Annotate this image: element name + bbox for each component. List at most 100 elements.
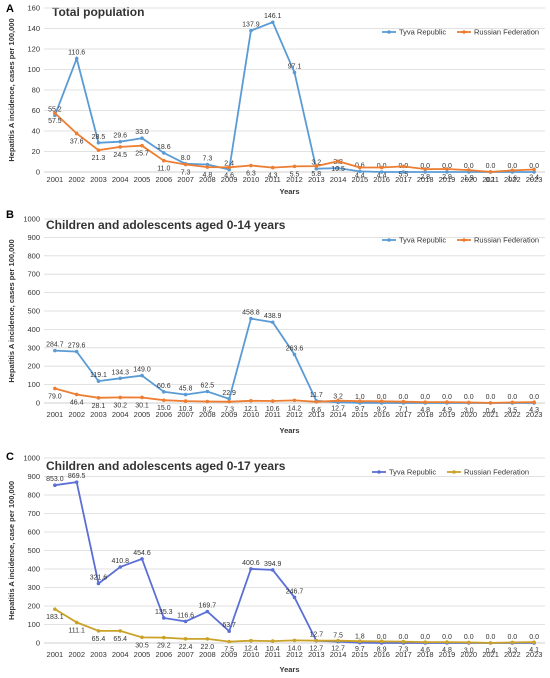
data-label: 0.0 <box>399 634 409 641</box>
x-tick-label: 2009 <box>221 650 238 659</box>
data-label: 110.6 <box>68 50 85 57</box>
data-point <box>53 386 57 391</box>
data-label: 65.4 <box>92 636 106 643</box>
data-label: 0.0 <box>442 634 452 641</box>
data-label: 0.0 <box>464 394 474 401</box>
data-label: 9.7 <box>355 406 365 413</box>
data-label: 2.8 <box>420 174 430 181</box>
data-label: 10.5 <box>331 166 345 173</box>
data-label: 55.2 <box>48 106 62 113</box>
data-point <box>249 567 253 571</box>
data-point <box>423 640 427 644</box>
data-label: 8.0 <box>181 155 191 162</box>
x-tick-label: 2013 <box>308 410 325 419</box>
data-label: 134.3 <box>111 369 129 376</box>
x-tick-label: 2008 <box>199 410 216 419</box>
x-tick-label: 2022 <box>504 650 521 659</box>
y-tick-label: 400 <box>27 565 40 574</box>
y-tick-label: 0 <box>36 399 40 408</box>
data-point <box>292 638 297 643</box>
x-tick-label: 2018 <box>417 410 434 419</box>
data-label: 22.9 <box>222 390 236 397</box>
data-label: 4.8 <box>442 647 452 654</box>
x-tick-label: 2015 <box>352 410 369 419</box>
data-point <box>96 396 101 400</box>
data-label: 284.7 <box>46 342 64 349</box>
data-point <box>292 352 297 357</box>
data-label: 65.4 <box>113 636 127 643</box>
data-label: 4.6 <box>224 172 234 179</box>
data-label: 21.3 <box>92 155 106 162</box>
data-label: 8.2 <box>203 406 213 413</box>
data-label: 6.6 <box>311 407 321 414</box>
data-point <box>314 638 319 643</box>
x-tick-label: 2009 <box>221 410 238 419</box>
data-point <box>183 637 188 641</box>
data-point <box>74 56 79 61</box>
data-point <box>74 480 79 484</box>
x-tick-label: 2013 <box>308 175 325 184</box>
data-point <box>205 609 210 614</box>
y-axis-label: Hepatitis A incidence, case per 100,000 <box>7 481 16 620</box>
data-point <box>162 390 166 394</box>
legend-marker <box>377 470 381 474</box>
data-point <box>96 581 101 586</box>
data-label: 0.0 <box>529 163 539 170</box>
data-point <box>270 399 275 403</box>
data-label: 7.5 <box>333 633 343 640</box>
data-point <box>292 164 297 169</box>
data-label: 0.0 <box>507 634 517 641</box>
x-tick-label: 2017 <box>395 650 412 659</box>
data-point <box>183 619 188 624</box>
data-label: 3.5 <box>507 407 517 414</box>
x-tick-label: 2018 <box>417 650 434 659</box>
data-point <box>466 168 471 172</box>
x-tick-label: 2015 <box>352 175 369 184</box>
panel-letter: C <box>6 451 14 463</box>
data-point <box>401 164 406 169</box>
data-label: 169.7 <box>199 603 217 610</box>
data-point <box>314 166 319 171</box>
data-point <box>510 640 515 645</box>
data-label: 0.0 <box>464 634 474 641</box>
x-tick-label: 2003 <box>90 410 107 419</box>
x-tick-label: 2012 <box>286 175 303 184</box>
data-label: 29.2 <box>157 643 171 650</box>
data-label: 7.3 <box>399 647 409 654</box>
y-tick-label: 700 <box>27 270 40 279</box>
x-tick-label: 2019 <box>439 410 456 419</box>
x-tick-label: 2018 <box>417 175 434 184</box>
data-label: 410.8 <box>111 558 129 565</box>
x-tick-label: 2004 <box>112 175 129 184</box>
y-tick-label: 600 <box>27 528 40 537</box>
series-line <box>54 317 535 404</box>
data-label: 0.0 <box>377 634 387 641</box>
data-point <box>118 139 123 144</box>
data-point <box>532 400 536 405</box>
data-point <box>270 320 275 325</box>
data-point <box>53 483 57 487</box>
x-tick-label: 2022 <box>504 410 521 419</box>
legend-marker <box>387 30 391 34</box>
x-tick-label: 2011 <box>265 650 281 659</box>
data-point <box>53 607 57 611</box>
data-point <box>488 401 493 405</box>
data-label: 4.8 <box>420 407 430 414</box>
x-tick-label: 2017 <box>395 410 412 419</box>
x-tick-label: 2008 <box>199 175 216 184</box>
data-label: 4.3 <box>529 407 539 414</box>
data-label: 9.7 <box>355 646 365 653</box>
x-tick-label: 2011 <box>265 410 281 419</box>
y-tick-label: 20 <box>32 147 40 156</box>
data-point <box>227 399 231 404</box>
legend-marker <box>462 238 466 242</box>
data-label: 2.9 <box>442 174 452 181</box>
data-point <box>140 557 144 561</box>
y-tick-label: 300 <box>27 583 40 592</box>
data-point <box>445 170 449 174</box>
data-label: 97.1 <box>288 63 302 70</box>
data-label: 10.6 <box>266 406 280 413</box>
legend-marker <box>462 30 466 34</box>
data-point <box>336 166 340 170</box>
y-tick-label: 1000 <box>23 215 40 224</box>
